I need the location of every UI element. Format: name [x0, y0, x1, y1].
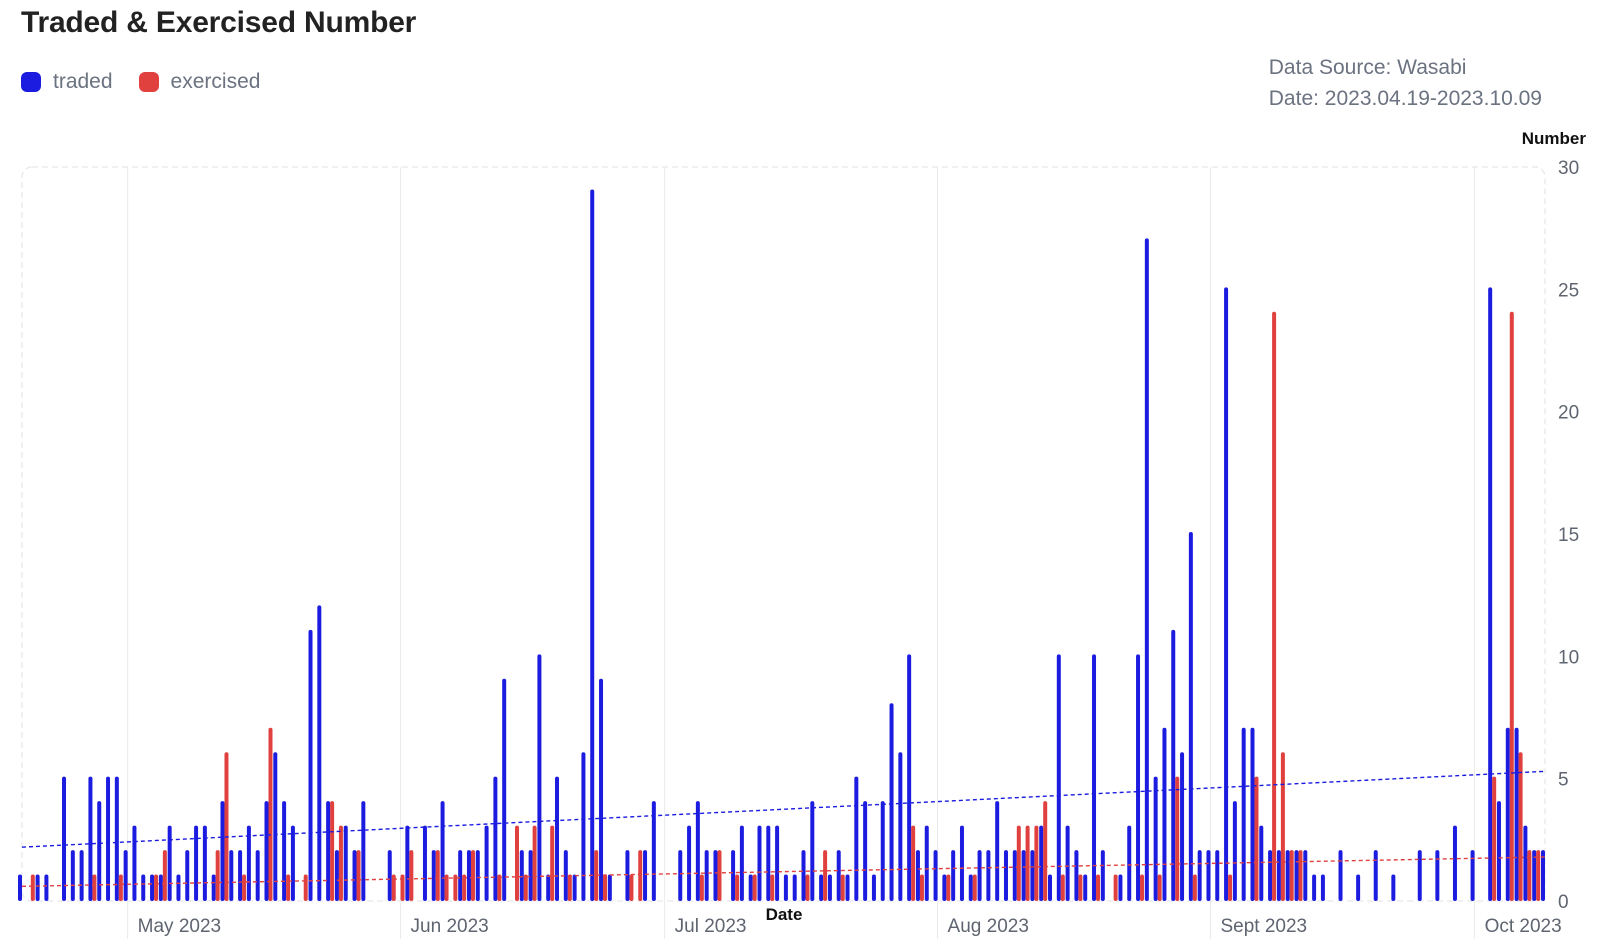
y-tick-label: 20 — [1558, 403, 1579, 424]
chart-title: Traded & Exercised Number — [21, 6, 417, 39]
legend-swatch-traded — [21, 72, 41, 92]
x-tick-label: Aug 2023 — [948, 916, 1029, 937]
data-source-text: Data Source: Wasabi — [1268, 56, 1467, 79]
chart-legend: traded exercised — [21, 70, 260, 94]
chart-source-info: Data Source: Wasabi Date: 2023.04.19-202… — [1269, 52, 1542, 114]
trendline-exercised — [21, 856, 1546, 888]
y-axis-title: Number — [1522, 129, 1587, 148]
date-range-text: Date: 2023.04.19-2023.10.09 — [1268, 87, 1542, 110]
x-tick-label: Oct 2023 — [1485, 916, 1562, 937]
y-tick-label: 25 — [1558, 280, 1579, 301]
x-tick-label: Sept 2023 — [1220, 916, 1307, 937]
y-tick-label: 15 — [1558, 525, 1579, 546]
legend-label-traded: traded — [53, 70, 113, 93]
y-tick-label: 5 — [1558, 770, 1569, 791]
x-tick-label: May 2023 — [138, 916, 221, 937]
x-axis-title: Date — [766, 905, 803, 924]
legend-item-traded[interactable]: traded — [21, 70, 113, 94]
legend-label-exercised: exercised — [170, 70, 261, 93]
y-tick-label: 10 — [1558, 647, 1579, 668]
plot-frame — [21, 166, 1546, 902]
trendline-traded — [21, 770, 1546, 848]
x-tick-label: Jul 2023 — [675, 916, 747, 937]
y-tick-label: 0 — [1558, 892, 1569, 913]
legend-swatch-exercised — [138, 72, 159, 92]
y-tick-label: 30 — [1558, 158, 1579, 179]
legend-item-exercised[interactable]: exercised — [138, 70, 261, 94]
x-tick-label: Jun 2023 — [411, 916, 489, 937]
